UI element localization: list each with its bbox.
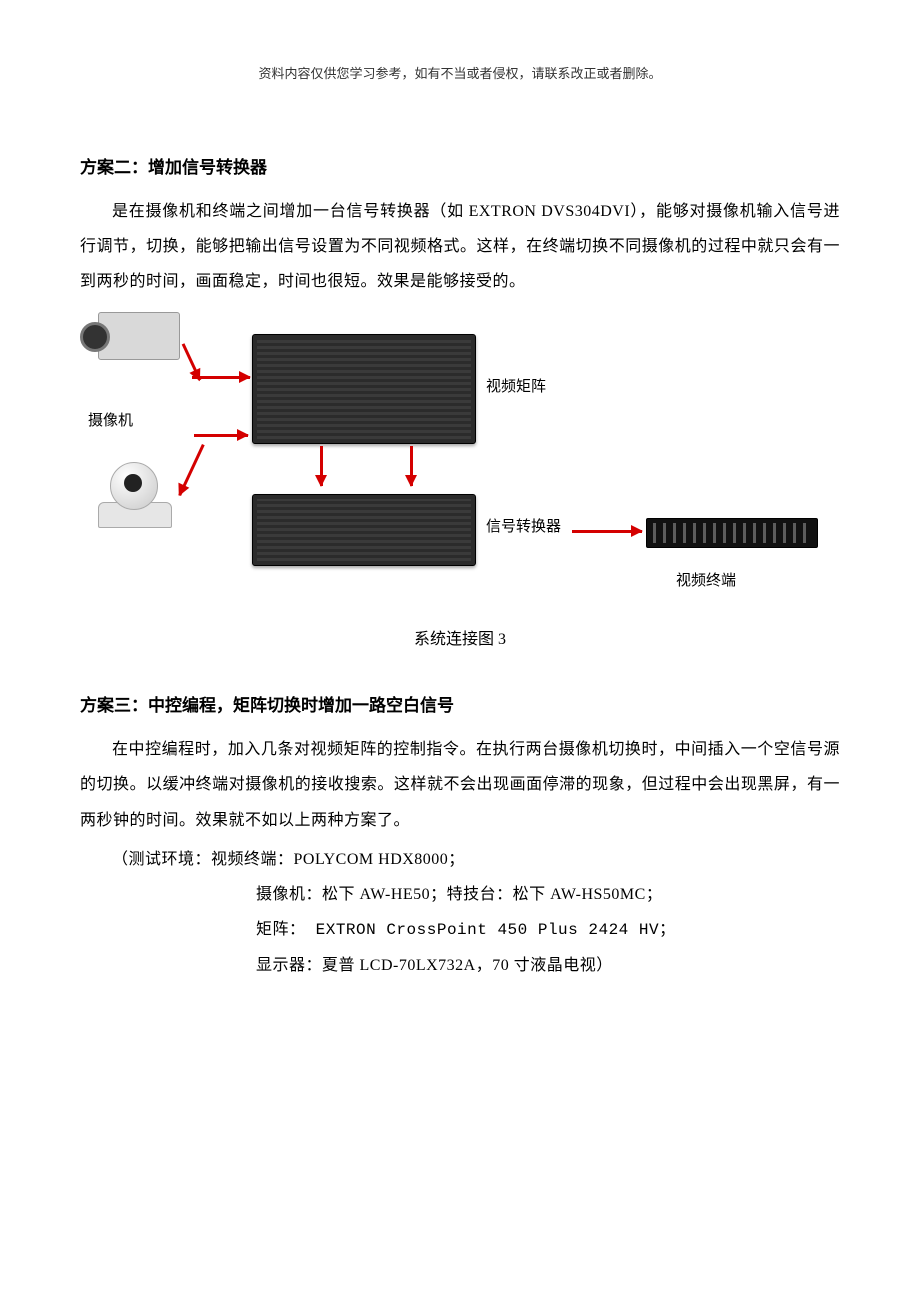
- system-diagram: 摄像机 视频矩阵 信号转换器 视频终端: [80, 312, 840, 612]
- env-matrix-value: EXTRON CrossPoint 450 Plus 2424 HV；: [306, 921, 676, 939]
- document-page: 资料内容仅供您学习参考，如有不当或者侵权，请联系改正或者删除。 方案二：增加信号…: [0, 0, 920, 1063]
- arrow-cam-to-matrix-1-icon: [192, 376, 250, 379]
- terminal-label: 视频终端: [676, 564, 736, 597]
- matrix-label: 视频矩阵: [486, 370, 546, 403]
- box-camera-lens-icon: [80, 322, 110, 352]
- arrow-cam-to-matrix-2-icon: [194, 434, 248, 437]
- env-matrix-label: 矩阵：: [256, 921, 306, 938]
- ptz-camera-lens-icon: [124, 474, 142, 492]
- section3-title: 方案三：中控编程，矩阵切换时增加一路空白信号: [80, 687, 840, 724]
- test-env-camera: 摄像机：松下 AW-HE50；特技台：松下 AW-HS50MC；: [80, 877, 840, 912]
- section2-title: 方案二：增加信号转换器: [80, 149, 840, 186]
- section2-paragraph: 是在摄像机和终端之间增加一台信号转换器（如 EXTRON DVS304DVI），…: [80, 194, 840, 300]
- arrow-cam-bottom-up-icon: [178, 444, 204, 496]
- section3-paragraph: 在中控编程时，加入几条对视频矩阵的控制指令。在执行两台摄像机切换时，中间插入一个…: [80, 732, 840, 838]
- video-terminal-icon: [646, 518, 818, 548]
- signal-converter-icon: [252, 494, 476, 566]
- box-camera-icon: [98, 312, 180, 360]
- arrow-matrix-to-conv-2-icon: [410, 446, 413, 486]
- test-env-intro: （测试环境：视频终端：POLYCOM HDX8000；: [80, 842, 840, 877]
- header-disclaimer: 资料内容仅供您学习参考，如有不当或者侵权，请联系改正或者删除。: [80, 60, 840, 89]
- converter-label: 信号转换器: [486, 510, 561, 543]
- camera-label: 摄像机: [88, 404, 133, 437]
- test-env-display: 显示器：夏普 LCD-70LX732A，70 寸液晶电视）: [80, 948, 840, 983]
- test-env-matrix: 矩阵： EXTRON CrossPoint 450 Plus 2424 HV；: [80, 912, 840, 948]
- video-matrix-icon: [252, 334, 476, 444]
- diagram-caption: 系统连接图 3: [80, 622, 840, 657]
- arrow-matrix-to-conv-1-icon: [320, 446, 323, 486]
- arrow-conv-to-term-icon: [572, 530, 642, 533]
